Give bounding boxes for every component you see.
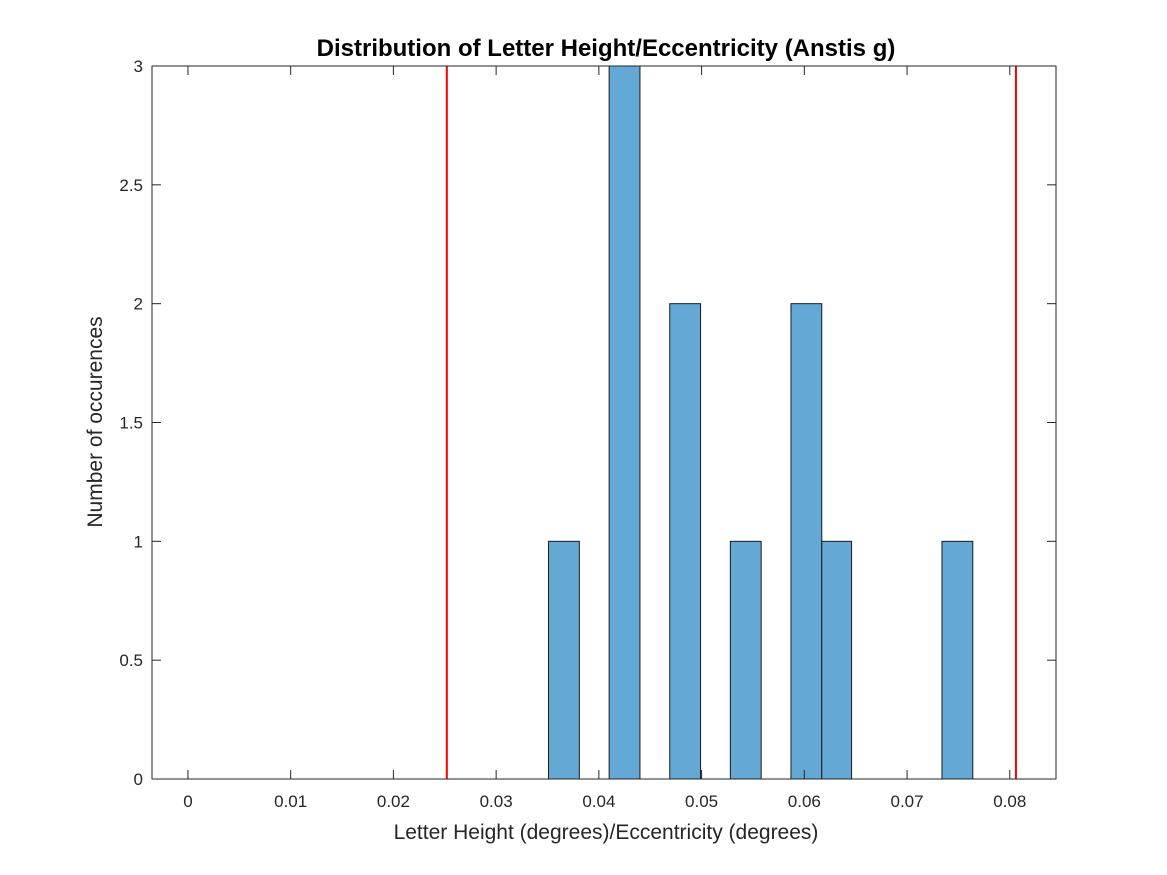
x-tick-label: 0	[183, 792, 192, 811]
y-tick-label: 0	[134, 770, 143, 789]
y-tick-label: 3	[134, 57, 143, 76]
y-axis-label: Number of occurences	[84, 316, 107, 527]
bars-layer	[187, 65, 1021, 780]
histogram-bar	[608, 65, 641, 780]
x-tick-label: 0.02	[377, 792, 410, 811]
histogram-bar	[790, 303, 823, 780]
x-tick-label: 0.03	[480, 792, 513, 811]
x-tick-label: 0.08	[993, 792, 1026, 811]
reference-lines-layer	[445, 66, 1017, 779]
x-tick-label: 0.01	[274, 792, 307, 811]
y-tick-label: 1.5	[119, 414, 143, 433]
x-tick-label: 0.04	[582, 792, 615, 811]
x-tick-label: 0.07	[890, 792, 923, 811]
histogram-bar	[821, 540, 853, 780]
x-tick-label: 0.05	[685, 792, 718, 811]
chart-title: Distribution of Letter Height/Eccentrici…	[317, 35, 896, 62]
y-tick-label: 1	[134, 532, 143, 551]
y-tick-label: 2.5	[119, 176, 143, 195]
y-tick-label: 0.5	[119, 651, 143, 670]
x-tick-label: 0.06	[788, 792, 821, 811]
y-tick-label: 2	[134, 295, 143, 314]
x-axis-label: Letter Height (degrees)/Eccentricity (de…	[394, 821, 819, 844]
ticks-layer: 0 0.01 0.02 0.03 0.04 0.05 0.06 0.07 0.08 0 0.5 1 1.…	[119, 57, 1056, 811]
histogram-bar	[941, 540, 974, 780]
histogram-bar	[729, 540, 762, 780]
histogram-bar	[548, 540, 580, 780]
histogram-bar	[669, 303, 702, 780]
